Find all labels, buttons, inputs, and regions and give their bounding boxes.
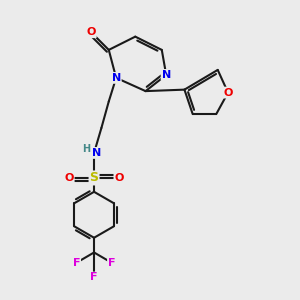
Text: H: H xyxy=(82,144,90,154)
Text: O: O xyxy=(64,173,74,183)
Text: S: S xyxy=(90,172,99,184)
Text: N: N xyxy=(112,73,121,83)
Text: N: N xyxy=(162,70,171,80)
Text: N: N xyxy=(92,148,102,158)
Text: O: O xyxy=(223,88,233,98)
Text: F: F xyxy=(108,258,116,268)
Text: O: O xyxy=(114,173,124,183)
Text: F: F xyxy=(73,258,80,268)
Text: O: O xyxy=(86,27,96,37)
Text: F: F xyxy=(90,272,98,283)
